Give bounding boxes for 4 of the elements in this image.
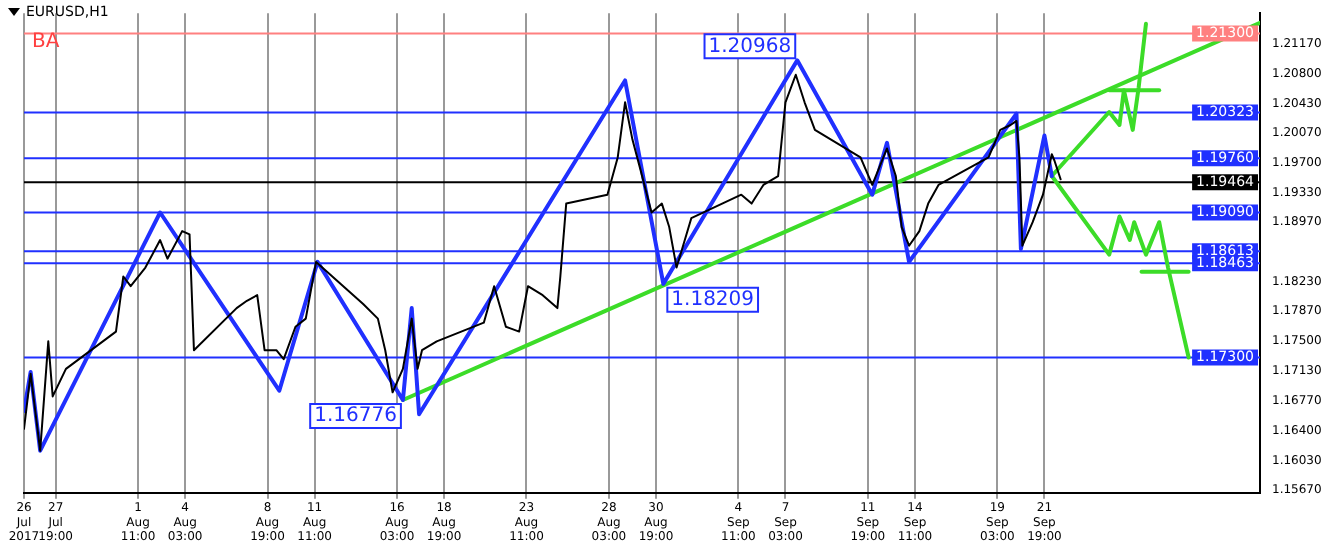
annotation: 1.18209 [671, 289, 755, 312]
annotation: 1.20968 [708, 35, 792, 58]
annotation: BA [32, 31, 60, 54]
annotation: 1.16776 [314, 405, 397, 428]
